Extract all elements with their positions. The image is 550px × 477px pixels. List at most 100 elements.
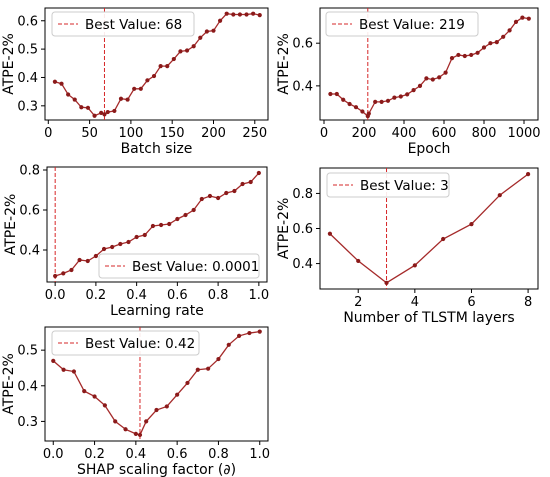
y-axis-label: ATPE-2% (1, 33, 17, 95)
x-tick-label: 0 (320, 126, 328, 141)
data-point (51, 358, 56, 363)
x-tick-label: 0.8 (208, 447, 229, 462)
x-tick-label: 250 (242, 126, 267, 141)
data-point (52, 79, 58, 84)
data-point (430, 77, 435, 82)
data-point (237, 12, 243, 17)
data-point (244, 12, 249, 17)
data-point (347, 101, 352, 107)
x-tick-label: 200 (201, 126, 226, 141)
data-point (379, 99, 384, 104)
legend: Best Value: 0.0001 (98, 253, 260, 279)
data-point (113, 419, 118, 424)
legend: Best Value: 68 (51, 11, 195, 37)
data-point (494, 40, 499, 45)
data-point (384, 280, 389, 285)
y-tick-label: 0.5 (17, 344, 38, 359)
data-point (218, 18, 223, 23)
data-point (327, 231, 333, 236)
y-tick-label: 0.6 (17, 14, 38, 29)
y-tick-label: 0.6 (19, 204, 40, 219)
plot-frame (319, 7, 539, 121)
data-point (224, 190, 229, 196)
data-point (132, 86, 137, 91)
x-tick-label: 400 (392, 126, 417, 141)
data-point (437, 75, 442, 80)
y-tick-label: 0.6 (292, 37, 313, 52)
y-tick-label: 0.4 (17, 71, 38, 86)
data-point (175, 216, 180, 222)
data-point (158, 222, 164, 228)
data-point (185, 380, 190, 386)
data-point (138, 86, 143, 91)
data-point (443, 70, 448, 75)
legend-box (326, 172, 450, 198)
data-point (231, 12, 236, 17)
data-point (191, 207, 196, 213)
data-point (150, 223, 156, 229)
plot-frame (44, 7, 269, 121)
data-point (392, 95, 397, 100)
data-point (183, 212, 188, 218)
x-tick-label: 0.8 (208, 288, 229, 303)
legend-label: Best Value: 3 (360, 178, 449, 194)
data-point (240, 181, 245, 187)
legend-box (325, 11, 479, 37)
data-point (497, 193, 502, 198)
x-tick-label: 0.2 (86, 288, 107, 303)
data-point (105, 109, 110, 115)
data-point (92, 394, 97, 399)
x-tick-label: 800 (472, 126, 497, 141)
legend-box (98, 253, 260, 279)
x-axis-label: Number of TLSTM layers (343, 310, 514, 326)
y-axis-label: ATPE-2% (276, 33, 292, 95)
data-point (199, 196, 204, 202)
data-point (184, 48, 190, 53)
x-tick-label: 0.2 (84, 447, 105, 462)
x-tick-label: 0 (44, 126, 52, 141)
data-point (501, 34, 506, 39)
x-tick-label: 0.6 (167, 447, 188, 462)
data-point (526, 16, 531, 21)
data-point (72, 97, 77, 102)
data-point (61, 367, 66, 372)
x-tick-label: 200 (352, 126, 377, 141)
data-point (110, 244, 115, 250)
data-point (92, 113, 97, 118)
data-point (145, 78, 150, 83)
chart-panel-4: 2 4 6 8 0.4 0.6 0.8 Number of TLSTM layers ATPE-… (276, 167, 539, 326)
data-point (165, 64, 170, 69)
plot-frame (46, 166, 268, 283)
data-point (77, 257, 82, 263)
data-point (171, 56, 176, 62)
data-point (441, 236, 446, 242)
data-point (412, 263, 417, 268)
data-point (248, 179, 253, 185)
y-axis-label: ATPE-2% (276, 198, 292, 260)
x-axis-label: Epoch (408, 141, 451, 157)
data-point (385, 98, 391, 103)
x-tick-label: 100 (118, 126, 143, 141)
data-point (236, 333, 242, 339)
data-point (123, 427, 128, 432)
data-point (513, 19, 519, 24)
data-point (59, 81, 64, 86)
legend: Best Value: 0.42 (51, 330, 200, 356)
data-point (328, 91, 333, 97)
data-point (456, 52, 461, 58)
data-point (405, 92, 410, 97)
series-line (52, 330, 260, 436)
data-point (151, 73, 157, 79)
x-tick-label: 150 (160, 126, 185, 141)
data-point (69, 267, 74, 273)
data-point (154, 407, 159, 413)
data-point (133, 431, 138, 436)
data-point (112, 108, 117, 114)
data-point (164, 404, 169, 409)
data-point (61, 271, 66, 276)
data-point (462, 53, 467, 59)
data-point (247, 330, 252, 336)
data-point (207, 193, 213, 199)
data-point (93, 253, 98, 259)
